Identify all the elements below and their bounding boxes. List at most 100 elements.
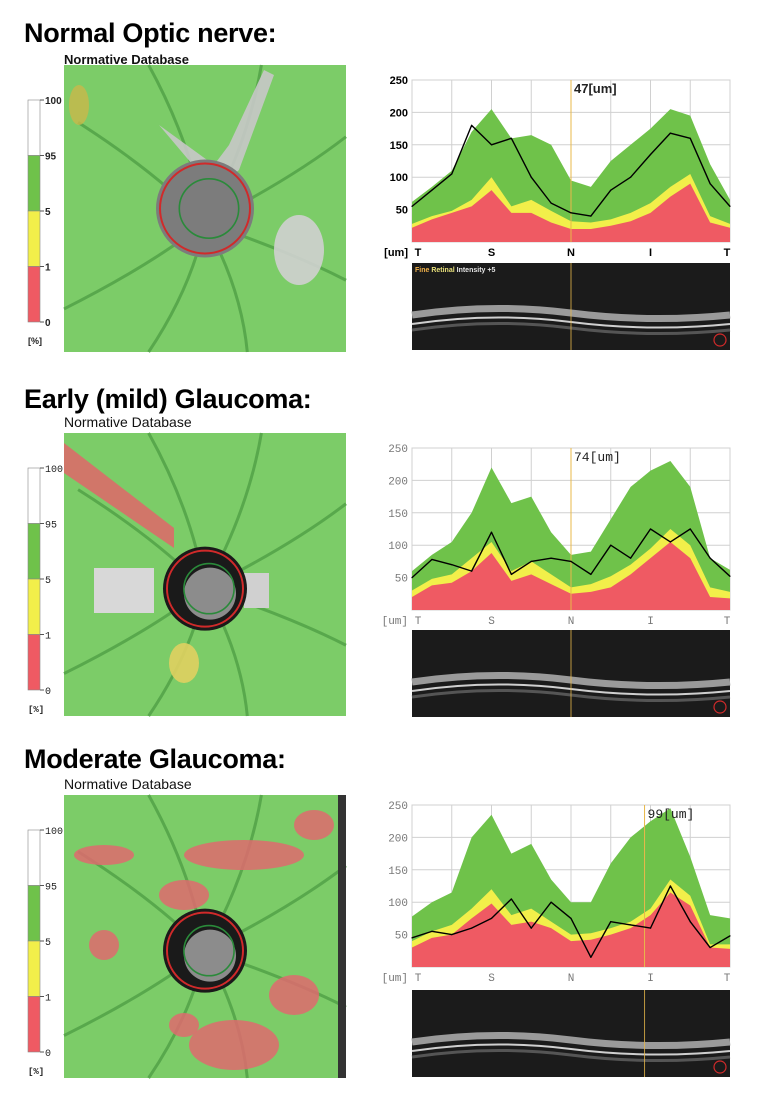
normative-database-label: Normative Database [64, 414, 192, 430]
measured-point [610, 544, 612, 546]
yellow-region [69, 85, 89, 125]
bscan-caption-part: Intensity +5 [455, 267, 496, 274]
panel-figure: 100 95 5 1 0[%] 250 200 150 100 50 99[um] [um] T S N I T [27, 794, 731, 1079]
legend-tick-label: 1 [45, 632, 51, 643]
x-tick-label: T [724, 616, 731, 628]
legend-tick-label: 5 [45, 207, 51, 218]
oct-bscan [411, 990, 731, 1077]
legend-tick-label: 95 [45, 883, 57, 894]
measured-point [669, 885, 671, 887]
legend-tick-label: 5 [45, 576, 51, 587]
legend-tick-label: 5 [45, 938, 51, 949]
scan-circle-icon [713, 1060, 727, 1074]
y-tick-label: 250 [390, 75, 408, 87]
legend-swatch [27, 829, 41, 886]
measured-point [709, 557, 711, 559]
legend-unit: [%] [28, 336, 42, 346]
bscan-caption-part: Retinal [429, 267, 454, 274]
y-tick-label: 200 [390, 107, 408, 119]
scan-circle-icon [713, 333, 727, 347]
measured-point [530, 176, 532, 178]
red-region [74, 845, 134, 865]
legend-tick-label: 100 [45, 827, 63, 838]
tsnit-chart: 250 200 150 100 50 74[um] [um] T S N I T [382, 444, 731, 628]
legend-swatch [27, 885, 41, 942]
y-tick-label: 50 [396, 205, 408, 217]
panel-figure: 100 95 5 1 0[%] 250 200 150 100 50 74[um] [um] T S N I T [27, 432, 731, 717]
measured-point [669, 541, 671, 543]
red-region [89, 930, 119, 960]
x-tick-label: T [724, 973, 731, 985]
panel-early-glaucoma: Early (mild) Glaucoma: Normative Databas… [0, 368, 768, 738]
measured-point [550, 901, 552, 903]
panel-moderate-glaucoma: Moderate Glaucoma: Normative Database 10… [0, 730, 768, 1100]
panel-title: Normal Optic nerve: [24, 18, 277, 48]
measured-point [510, 137, 512, 139]
measured-point [610, 189, 612, 191]
cup-margin-contour [183, 924, 235, 977]
measured-point [729, 575, 731, 577]
measured-point [451, 934, 453, 936]
legend-tick-label: 95 [45, 152, 57, 163]
optic-cup [184, 929, 236, 982]
legend-tick-label: 1 [45, 263, 51, 274]
y-tick-label: 50 [395, 574, 408, 586]
legend-swatch [27, 266, 41, 323]
red-region [294, 810, 334, 840]
measured-point [570, 917, 572, 919]
x-tick-label: I [647, 616, 654, 628]
legend-tick-label: 100 [45, 96, 62, 107]
measured-point [729, 935, 731, 937]
red-region [159, 880, 209, 910]
disc-margin-contour [166, 549, 244, 628]
measured-point [570, 212, 572, 214]
oct-bscan [411, 630, 731, 717]
legend-tick-label: 95 [45, 521, 57, 532]
y-tick-label: 250 [388, 801, 408, 813]
cursor-value-label: 74[um] [574, 450, 621, 465]
measured-point [411, 937, 413, 939]
x-tick-label: N [568, 616, 575, 628]
fundus-deviation-map [63, 64, 347, 353]
measured-point [669, 132, 671, 134]
measured-point [510, 898, 512, 900]
tsnit-chart: 250 200 150 100 50 99[um] [um] T S N I T [382, 801, 731, 985]
red-region [184, 840, 304, 870]
choroid-layer [411, 1048, 731, 1063]
legend-swatch [27, 940, 41, 997]
bscan-caption: Fine Retinal Intensity +5 [415, 267, 495, 274]
percentile-legend: 100 95 5 1 0[%] [27, 96, 62, 346]
normative-database-label: Normative Database [64, 776, 192, 792]
x-tick-label: S [488, 616, 495, 628]
y-tick-label: 200 [388, 476, 408, 488]
fundus-deviation-map [63, 794, 347, 1079]
legend-tick-label: 1 [45, 994, 51, 1005]
panel-normal: Normal Optic nerve: Normative Database 1… [0, 0, 768, 370]
measured-point [550, 557, 552, 559]
cup-margin-contour [183, 562, 235, 615]
y-tick-label: 200 [388, 833, 408, 845]
y-tick-label: 150 [390, 140, 408, 152]
legend-tick-label: 0 [45, 687, 51, 698]
normative-database-label: Normative Database [64, 52, 189, 67]
x-axis-unit: [um] [382, 616, 408, 628]
measured-point [630, 176, 632, 178]
retinal-layer [411, 1031, 731, 1050]
measured-point [411, 577, 413, 579]
bscan-caption-part: Fine [415, 267, 429, 274]
measured-point [471, 124, 473, 126]
band-1-percentile [412, 541, 730, 610]
legend-swatch [27, 99, 41, 156]
measured-point [709, 183, 711, 185]
red-region [269, 975, 319, 1015]
oct-bscan: Fine Retinal Intensity +5 [411, 263, 731, 350]
yellow-region [169, 643, 199, 683]
measured-point [649, 528, 652, 530]
measured-point [709, 946, 711, 949]
legend-tick-label: 0 [45, 318, 51, 329]
y-tick-label: 150 [388, 509, 408, 521]
gray-region [94, 568, 154, 613]
measured-point [530, 927, 532, 929]
legend-swatch [27, 210, 41, 267]
legend-swatch [27, 467, 41, 524]
